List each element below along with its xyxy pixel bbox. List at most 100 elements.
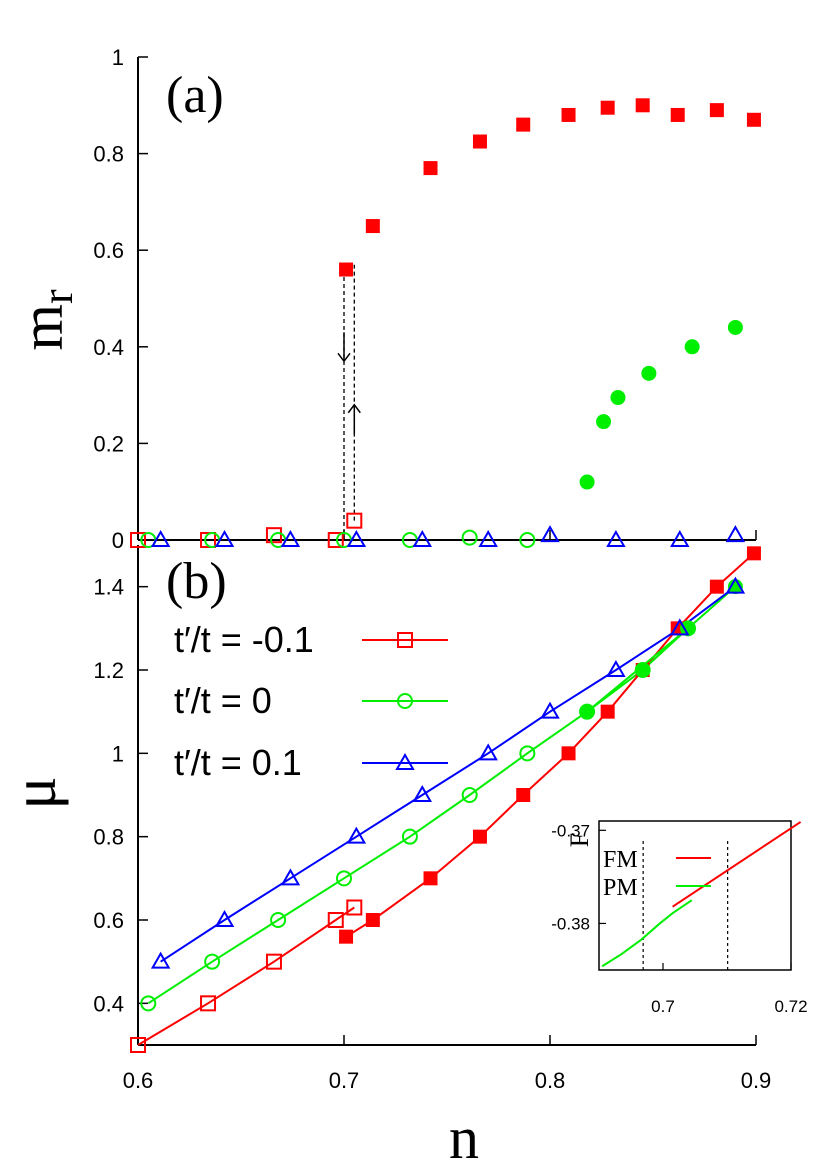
panel-b-point	[600, 704, 615, 719]
panel-b-point	[401, 828, 418, 845]
inset: 0.7 0.72 -0.37 -0.38 FM PM F	[551, 820, 808, 1016]
inset-lines	[601, 821, 802, 970]
panel-a-point	[412, 529, 433, 547]
panel-b-point	[346, 826, 367, 844]
panel-a-point	[635, 98, 650, 113]
inset-y-label: F	[565, 833, 594, 847]
panel-a-point	[746, 112, 761, 127]
panel-a-y-tick-label: 0.4	[93, 335, 124, 360]
panel-a-frame	[137, 57, 756, 541]
panel-b-point	[472, 829, 487, 844]
panel-a-point	[727, 319, 743, 335]
panel-b-point	[339, 929, 354, 944]
panel-b-point	[327, 912, 344, 928]
inset-frame	[598, 820, 792, 971]
panel-a-point	[472, 134, 487, 149]
panel-a-point	[684, 339, 700, 355]
panel-b-y-tick-label: 1.4	[93, 575, 124, 600]
panel-a-marks	[130, 98, 761, 548]
x-tick-label: 0.8	[535, 1068, 566, 1093]
panel-b-point	[561, 746, 576, 761]
panel-b-point	[727, 579, 743, 595]
panel-a-y-tick-label: 0.8	[93, 142, 124, 167]
panel-b-point	[540, 701, 560, 719]
panel-b-point	[670, 618, 690, 636]
panel-a-point	[346, 529, 367, 547]
panel-a-point	[670, 529, 690, 547]
inset-series-line	[601, 899, 693, 968]
panel-b-marks	[130, 546, 761, 1053]
legend-marker	[395, 752, 415, 770]
panel-a-point	[709, 103, 724, 118]
panel-b-y-tick-label: 1	[112, 741, 124, 766]
legend-label-2: t′/t = 0	[174, 680, 272, 721]
inset-x-tick-label: 0.72	[774, 997, 807, 1016]
panel-b-y-tick-label: 0.6	[93, 908, 124, 933]
panel-a-point	[130, 532, 146, 548]
legend-samples	[362, 632, 448, 770]
legend-marker	[397, 632, 413, 648]
x-tick-label: 0.9	[741, 1068, 772, 1093]
legend: t′/t = -0.1 t′/t = 0 t′/t = 0.1	[174, 619, 448, 783]
inset-axis: 0.7 0.72 -0.37 -0.38	[551, 821, 807, 1016]
panel-b-point	[461, 787, 478, 803]
panel-b-point	[423, 871, 438, 886]
transition-arrow-head	[347, 403, 361, 414]
panel-a-point	[516, 117, 531, 132]
panel-a-point	[365, 219, 380, 234]
panel-a-point	[200, 532, 217, 548]
mu-label: μ	[1, 776, 69, 809]
panel-b-point	[478, 743, 498, 761]
panel-a-annotations	[337, 264, 361, 540]
panel-a-point	[579, 474, 595, 490]
panel-b-point	[746, 546, 761, 561]
panel-b-point	[346, 899, 363, 916]
panel-a-y-axis-label: mr	[9, 289, 82, 351]
panel-a-point	[519, 532, 536, 548]
panel-a-point	[346, 512, 363, 529]
panel-b-y-tick-label: 0.8	[93, 825, 124, 850]
panel-b-point	[200, 995, 217, 1012]
panel-b-frame	[137, 545, 756, 1046]
panel-a-point	[600, 100, 615, 115]
panel-b-point	[265, 953, 282, 970]
panel-a-point	[610, 390, 626, 406]
panel-a-y-tick-label: 0.2	[93, 431, 124, 456]
inset-x-tick-label: 0.7	[651, 997, 675, 1016]
panel-b-point	[412, 784, 433, 802]
panel-b-point	[204, 953, 221, 970]
inset-y-tick-label: -0.37	[551, 821, 590, 840]
inset-legend-fm: FM	[603, 847, 638, 873]
y-label-m: m	[9, 304, 75, 351]
panel-a-point	[725, 525, 746, 543]
panel-b-point	[130, 1037, 146, 1053]
panel-a-point	[214, 529, 235, 547]
panel-b-y-tick-label: 1.2	[93, 658, 124, 683]
x-tick-label: 0.7	[329, 1068, 360, 1093]
x-tick-label: 0.6	[123, 1068, 154, 1093]
panel-a-point	[280, 529, 301, 547]
legend-label-1: t′/t = -0.1	[174, 619, 314, 660]
panel-a-axis: 0 0.2 0.4 0.6 0.8 1	[93, 45, 757, 553]
panel-b-point	[270, 912, 287, 928]
panel-a-point	[540, 525, 560, 543]
panel-b-point	[519, 745, 536, 762]
panel-a-y-tick-label: 1	[112, 45, 124, 70]
panel-a-point	[150, 529, 171, 547]
x-axis-label: n	[449, 1105, 479, 1165]
legend-label-3: t′/t = 0.1	[174, 742, 302, 783]
panel-b-label: (b)	[166, 553, 227, 610]
panel-b-y-axis-label: μ	[1, 776, 69, 809]
panel-b-point	[150, 951, 171, 969]
panel-a-point	[265, 527, 282, 544]
panel-b-point	[680, 620, 696, 636]
panel-a-point	[596, 414, 612, 430]
panel-b-point	[516, 788, 531, 802]
panel-b-point	[635, 662, 651, 678]
svg-text:mr: mr	[9, 289, 82, 351]
panel-b-point	[140, 995, 157, 1012]
panel-b-point	[606, 659, 626, 677]
panel-a-point	[561, 107, 576, 122]
panel-b-point	[725, 576, 746, 594]
